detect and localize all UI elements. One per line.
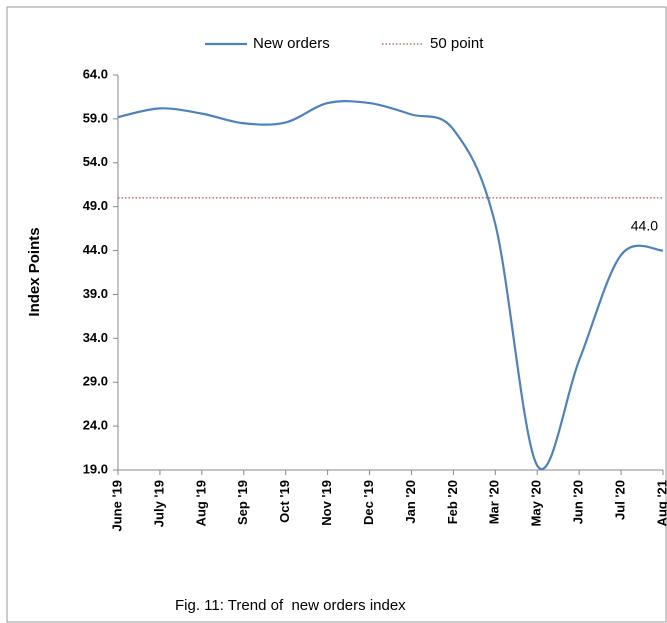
y-tick-label: 49.0 <box>83 198 108 213</box>
y-tick-label: 19.0 <box>83 461 108 476</box>
caption: Fig. 11: Trend of new orders index <box>175 597 406 614</box>
x-tick-label: Mar '20 <box>487 480 502 524</box>
x-tick-label: Nov '19 <box>319 480 334 526</box>
frame <box>6 6 667 623</box>
x-tick-label: Dec '19 <box>361 480 376 525</box>
y-tick-label: 29.0 <box>83 374 108 389</box>
x-tick-label: July '19 <box>151 480 166 527</box>
x-tick-label: Jan '20 <box>403 480 418 524</box>
y-tick-label: 64.0 <box>83 66 108 81</box>
x-tick-label: Aug '19 <box>193 480 208 526</box>
data-label: 44.0 <box>631 217 658 233</box>
x-tick-label: Jul '20 <box>613 480 628 520</box>
y-tick-label: 44.0 <box>83 242 108 257</box>
x-tick-label: Jun '20 <box>571 480 586 524</box>
x-tick-label: Sep '19 <box>235 480 250 525</box>
y-axis-title: Index Points <box>26 227 43 316</box>
x-tick-label: May '20 <box>529 480 544 526</box>
y-tick-label: 39.0 <box>83 286 108 301</box>
x-tick-label: Aug '21 <box>654 480 667 526</box>
series-line <box>117 100 664 470</box>
x-tick-label: June '19 <box>109 480 124 532</box>
legend-label: New orders <box>253 35 330 52</box>
x-tick-label: Oct '19 <box>277 480 292 523</box>
y-tick-label: 34.0 <box>83 330 108 345</box>
legend-label: 50 point <box>430 35 484 52</box>
y-tick-label: 54.0 <box>83 154 108 169</box>
x-tick-label: Feb '20 <box>445 480 460 524</box>
y-tick-label: 59.0 <box>83 110 108 125</box>
y-tick-label: 24.0 <box>83 418 108 433</box>
